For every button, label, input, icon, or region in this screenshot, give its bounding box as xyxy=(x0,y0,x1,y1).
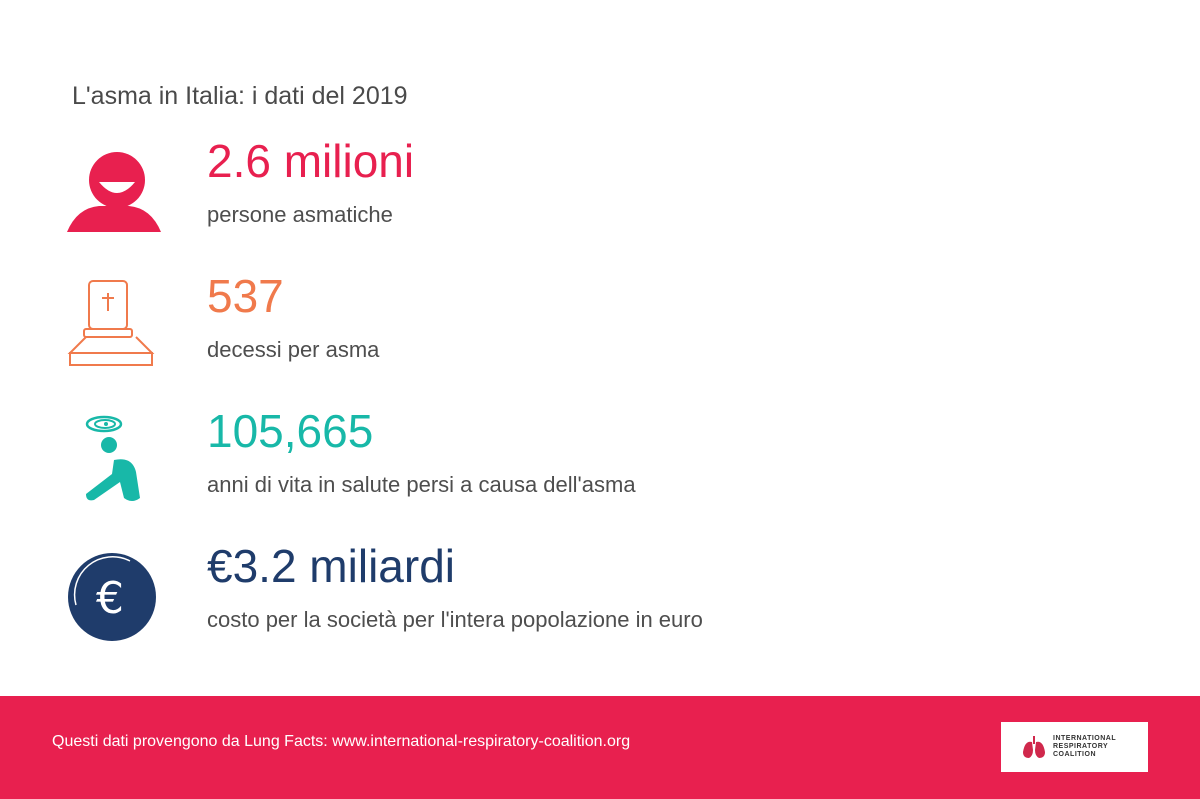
stat-deaths: 537 decessi per asma xyxy=(0,265,1200,385)
irc-logo[interactable]: INTERNATIONAL RESPIRATORY COALITION xyxy=(1001,722,1148,772)
stat-value: 105,665 xyxy=(207,405,374,457)
logo-line-2: RESPIRATORY xyxy=(1053,743,1109,750)
euro-coin-icon: € xyxy=(62,547,162,647)
stat-cost: € €3.2 miliardi costo per la società per… xyxy=(0,535,1200,655)
svg-text:€: € xyxy=(96,573,124,624)
person-icon xyxy=(62,142,162,242)
stat-healthy-years-lost: 105,665 anni di vita in salute persi a c… xyxy=(0,400,1200,520)
lungs-icon xyxy=(1023,736,1045,758)
stat-value: 2.6 milioni xyxy=(207,135,415,187)
stat-people: 2.6 milioni persone asmatiche xyxy=(0,130,1200,250)
stat-description: decessi per asma xyxy=(207,337,380,362)
stat-value: €3.2 miliardi xyxy=(207,540,455,592)
page-title: L'asma in Italia: i dati del 2019 xyxy=(72,82,408,110)
dizzy-person-icon xyxy=(62,412,162,512)
logo-text: INTERNATIONAL RESPIRATORY COALITION xyxy=(1053,735,1116,759)
stat-description: persone asmatiche xyxy=(207,202,393,227)
source-link[interactable]: Questi dati provengono da Lung Facts: ww… xyxy=(52,733,631,750)
logo-line-3: COALITION xyxy=(1053,751,1096,758)
logo-line-1: INTERNATIONAL xyxy=(1053,735,1117,742)
stat-description: anni di vita in salute persi a causa del… xyxy=(207,472,636,497)
stat-value: 537 xyxy=(207,270,284,322)
stat-description: costo per la società per l'intera popola… xyxy=(207,607,703,632)
gravestone-icon xyxy=(62,275,162,375)
footer: Questi dati provengono da Lung Facts: ww… xyxy=(0,696,1200,799)
